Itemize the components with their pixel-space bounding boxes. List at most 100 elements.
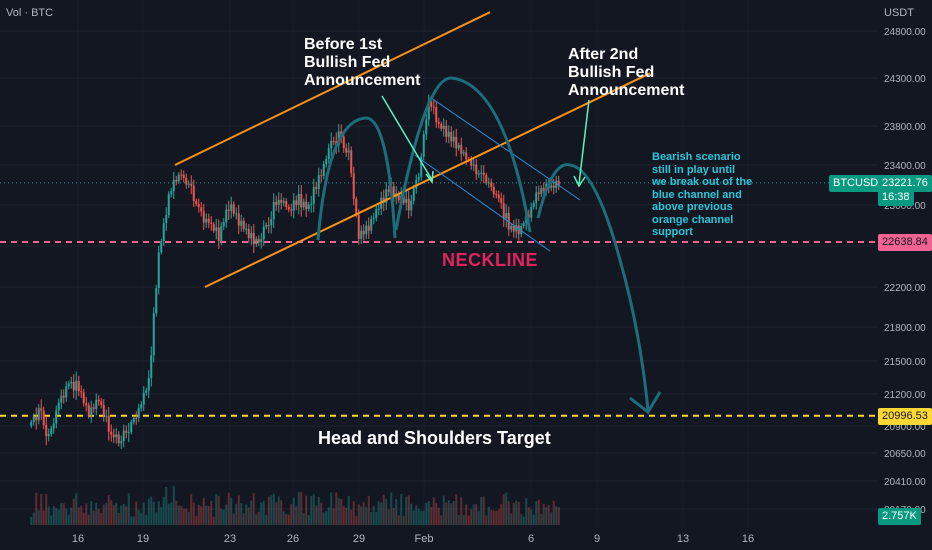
candle-body: [307, 204, 310, 209]
volume-bar: [257, 511, 260, 525]
volume-bar: [187, 511, 190, 525]
volume-bar: [237, 495, 240, 525]
volume-bar: [107, 495, 110, 525]
volume-bar: [115, 502, 118, 525]
candle-body: [235, 213, 238, 215]
volume-bar: [385, 498, 388, 525]
volume-bar: [432, 497, 435, 525]
time-axis[interactable]: 16 19 23 26 29 Feb 6 9 13 16: [72, 533, 754, 545]
candle-body: [47, 434, 50, 437]
volume-bar: [302, 513, 305, 525]
volume-bar: [485, 515, 488, 525]
candle-body: [445, 125, 448, 137]
candle-body: [185, 177, 188, 185]
volume-bar: [362, 502, 365, 525]
candle-body: [465, 152, 468, 160]
candle-body: [180, 174, 183, 176]
candle-body: [195, 200, 198, 205]
volume-bar: [540, 514, 543, 525]
candle-body: [512, 225, 515, 232]
candle-body: [487, 182, 490, 184]
volume-bar: [135, 501, 138, 525]
volume-bar: [280, 500, 283, 525]
candle-body: [502, 203, 505, 219]
volume-bar: [282, 511, 285, 525]
volume-bar: [335, 492, 338, 525]
volume-bar: [367, 495, 370, 525]
volume-bar: [140, 512, 143, 525]
volume-bar: [352, 501, 355, 525]
candle-body: [302, 201, 305, 208]
candle-body: [122, 430, 125, 442]
volume-bar: [422, 510, 425, 525]
candle-body: [120, 441, 123, 444]
volume-bar: [340, 498, 343, 525]
y-tick-label: 23400.00: [884, 161, 926, 172]
candle-body: [285, 201, 288, 208]
volume-bar: [255, 514, 258, 525]
volume-bar: [532, 514, 535, 525]
candle-body: [402, 195, 405, 203]
candle-body: [217, 227, 220, 241]
candle-body: [275, 201, 278, 205]
candle-body: [140, 404, 143, 409]
volume-bar: [457, 514, 460, 525]
volume-bar: [415, 505, 418, 525]
volume-bar: [297, 492, 300, 525]
volume-bar: [390, 492, 393, 525]
volume-bar: [395, 498, 398, 525]
volume-bar: [145, 514, 148, 525]
candle-body: [277, 199, 280, 205]
volume-bar: [495, 511, 498, 525]
candle-body: [510, 225, 513, 230]
volume-bar: [510, 513, 513, 525]
volume-bar: [85, 503, 88, 525]
y-tick-label: 21200.00: [884, 390, 926, 401]
candle-body: [190, 183, 193, 186]
candle-body: [430, 100, 433, 107]
candle-body: [327, 148, 330, 160]
volume-bar: [195, 515, 198, 525]
price-unit: USDT: [884, 7, 914, 19]
volume-bar: [267, 496, 270, 525]
candle-body: [530, 206, 533, 218]
volume-bar: [317, 496, 320, 525]
after-fed-label: After 2nd Bullish Fed Announcement: [568, 46, 685, 99]
candle-body: [202, 211, 205, 223]
candle-body: [435, 107, 438, 123]
candle-body: [437, 122, 440, 124]
candle-body: [110, 431, 113, 435]
volume-bar: [275, 502, 278, 525]
volume-bar: [197, 504, 200, 525]
candle-body: [165, 215, 168, 224]
volume-bar: [152, 501, 155, 525]
volume-bar: [507, 501, 510, 525]
candle-body: [375, 208, 378, 218]
candle-body: [62, 395, 65, 398]
candle-body: [425, 119, 428, 135]
volume-indicator-label[interactable]: Vol · BTC: [6, 7, 54, 19]
volume-bar: [520, 514, 523, 525]
candle-body: [472, 164, 475, 166]
candle-body: [515, 225, 518, 232]
volume-bar: [60, 503, 63, 525]
candle-body: [392, 186, 395, 198]
volume-bar: [440, 515, 443, 525]
candle-body: [300, 194, 303, 208]
candle-body: [222, 222, 225, 227]
volume-bar: [407, 495, 410, 525]
volume-bar: [537, 499, 540, 525]
volume-bar: [245, 504, 248, 525]
y-tick-label: 23800.00: [884, 122, 926, 133]
projection-arrowhead: [629, 391, 662, 415]
candle-body: [345, 148, 348, 153]
candle-body: [200, 207, 203, 212]
volume-bar: [247, 507, 250, 525]
x-tick-label: Feb: [415, 533, 434, 545]
candle-body: [387, 189, 390, 192]
target-label: Head and Shoulders Target: [318, 428, 551, 448]
volume-bar: [202, 497, 205, 525]
volume-bar: [92, 510, 95, 525]
candle-body: [310, 203, 313, 205]
